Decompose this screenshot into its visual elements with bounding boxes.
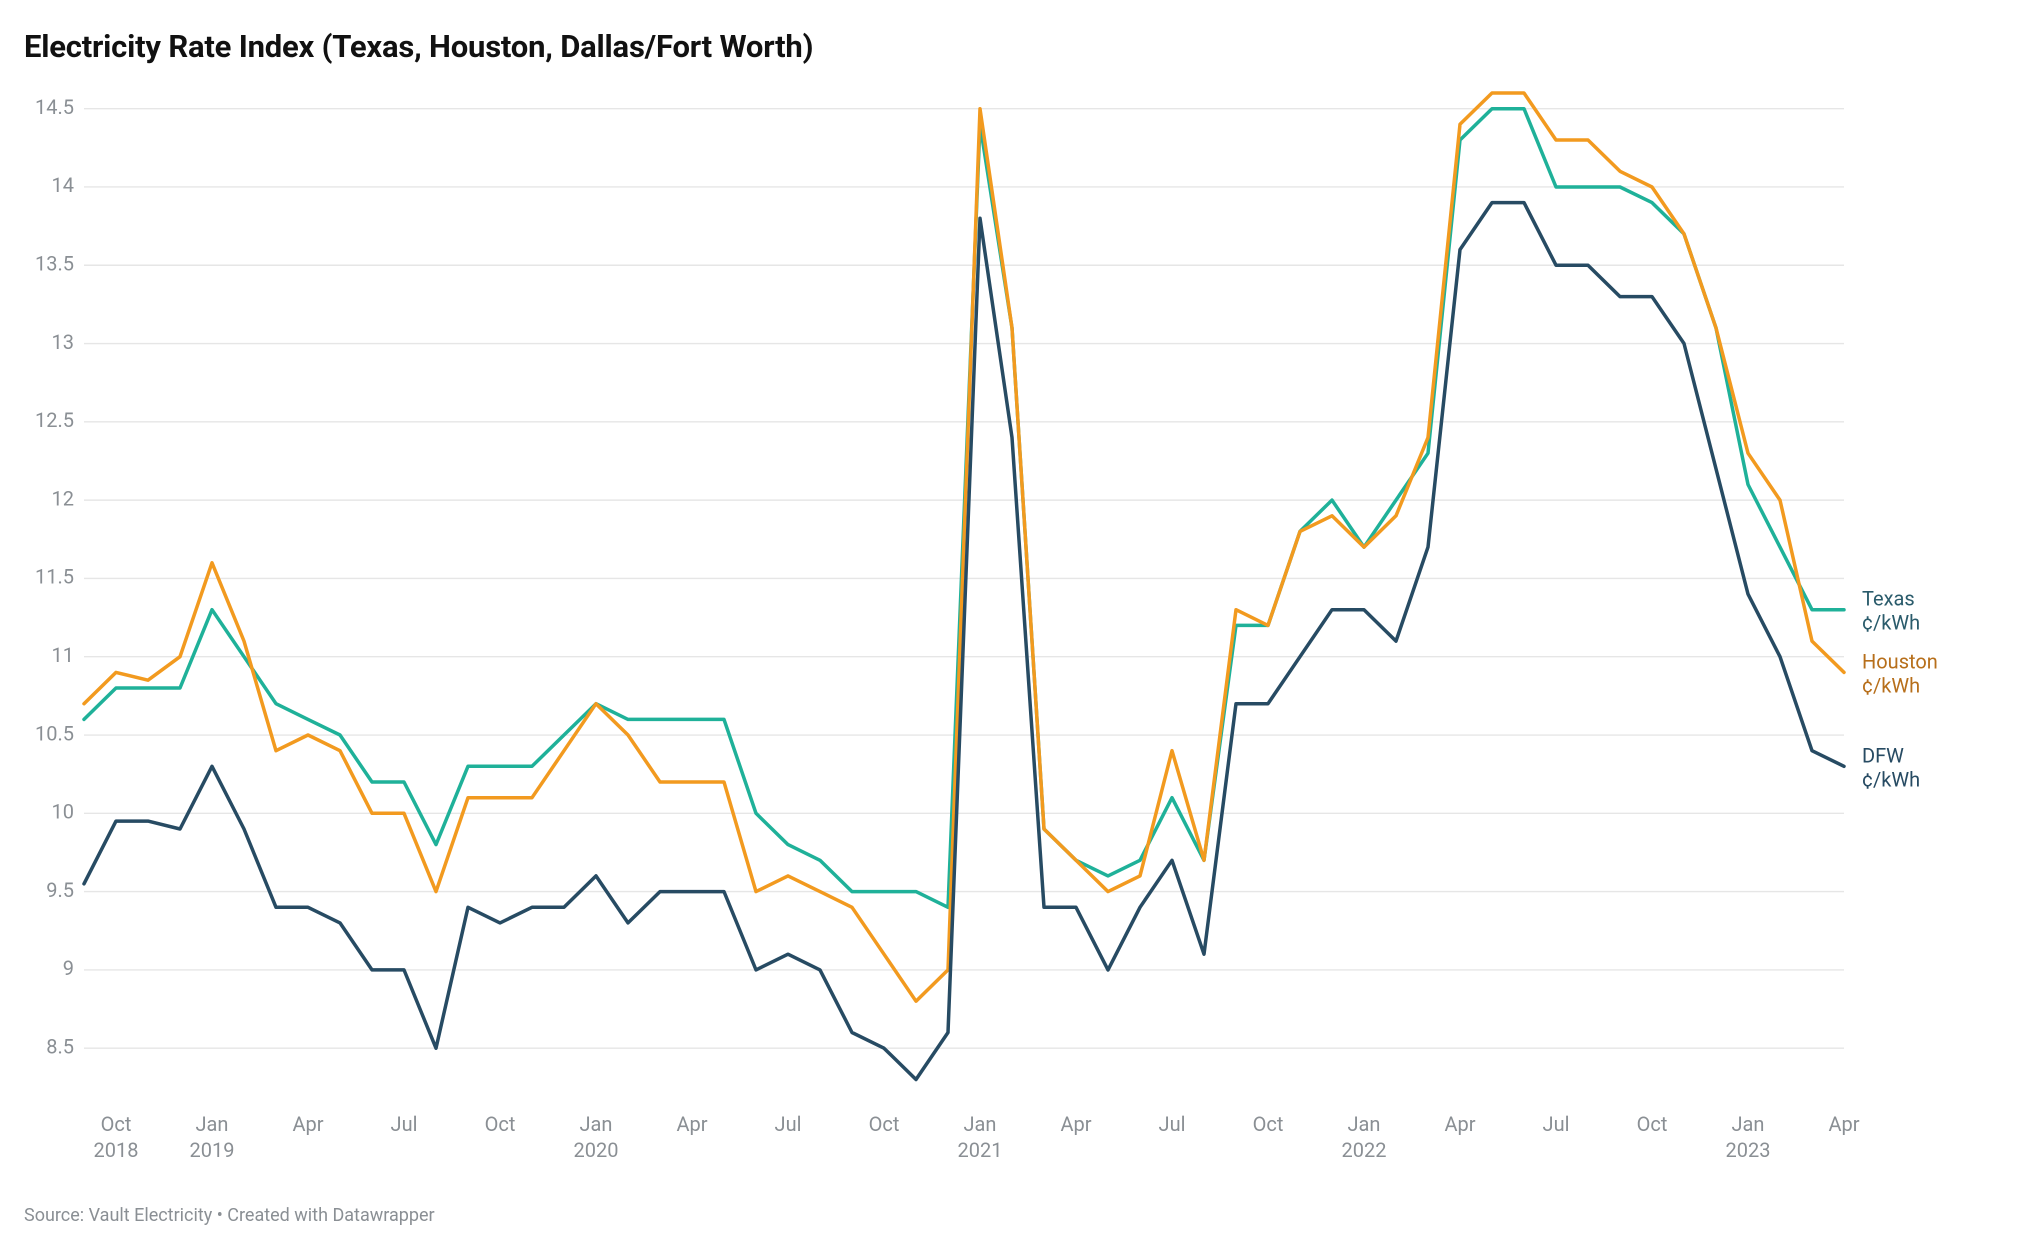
chart-area: 8.5 9 9.5 10 10.5 11 11.5 12 12.5 13 13.5 14 14.5 Oct…: [24, 83, 2020, 1193]
y-tick-label: 10: [52, 800, 74, 824]
svg-text:Oct: Oct: [101, 1112, 132, 1136]
svg-text:¢/kWh: ¢/kWh: [1862, 611, 1920, 635]
chart-title: Electricity Rate Index (Texas, Houston, …: [24, 28, 2020, 65]
svg-text:Texas: Texas: [1862, 587, 1915, 611]
x-tick-label: Apr: [292, 1112, 323, 1136]
y-tick-label: 12: [52, 486, 74, 510]
y-tick-label: 9.5: [46, 878, 74, 902]
x-tick-label: Jul: [391, 1112, 418, 1136]
svg-text:2020: 2020: [574, 1138, 619, 1162]
x-tick-label: Apr: [1060, 1112, 1091, 1136]
svg-text:Apr: Apr: [676, 1112, 707, 1136]
svg-text:Jul: Jul: [775, 1112, 802, 1136]
svg-text:Apr: Apr: [1060, 1112, 1091, 1136]
svg-text:Apr: Apr: [1444, 1112, 1475, 1136]
svg-text:2018: 2018: [94, 1138, 139, 1162]
svg-text:Jul: Jul: [391, 1112, 418, 1136]
x-tick-label: Jul: [1543, 1112, 1570, 1136]
svg-text:Apr: Apr: [292, 1112, 323, 1136]
x-tick-label: Jul: [1159, 1112, 1186, 1136]
chart-footer: Source: Vault Electricity • Created with…: [24, 1205, 2020, 1226]
svg-text:¢/kWh: ¢/kWh: [1862, 767, 1920, 791]
y-tick-label: 11: [52, 643, 74, 667]
svg-text:2021: 2021: [958, 1138, 1003, 1162]
svg-text:Oct: Oct: [485, 1112, 516, 1136]
svg-text:Jan: Jan: [580, 1112, 613, 1136]
svg-text:Houston: Houston: [1862, 649, 1938, 673]
svg-text:Oct: Oct: [1253, 1112, 1284, 1136]
svg-text:Oct: Oct: [1637, 1112, 1668, 1136]
svg-text:Jul: Jul: [1159, 1112, 1186, 1136]
series-label-texas: Texas¢/kWh: [1862, 587, 1920, 635]
y-tick-label: 9: [63, 956, 74, 980]
y-tick-label: 14: [52, 173, 74, 197]
svg-text:DFW: DFW: [1862, 743, 1904, 767]
svg-text:Jan: Jan: [1348, 1112, 1381, 1136]
svg-text:Apr: Apr: [1828, 1112, 1859, 1136]
x-tick-label: Oct: [1253, 1112, 1284, 1136]
x-tick-label: Apr: [1828, 1112, 1859, 1136]
y-tick-label: 8.5: [46, 1034, 74, 1058]
y-tick-label: 13: [52, 330, 74, 354]
svg-text:2022: 2022: [1342, 1138, 1387, 1162]
svg-text:¢/kWh: ¢/kWh: [1862, 673, 1920, 697]
y-tick-label: 13.5: [35, 252, 74, 276]
svg-text:Jul: Jul: [1543, 1112, 1570, 1136]
svg-text:Jan: Jan: [196, 1112, 229, 1136]
svg-text:2023: 2023: [1726, 1138, 1771, 1162]
svg-text:Jan: Jan: [964, 1112, 997, 1136]
svg-text:Oct: Oct: [869, 1112, 900, 1136]
x-tick-label: Oct: [869, 1112, 900, 1136]
y-tick-label: 11.5: [35, 565, 74, 589]
svg-text:Jan: Jan: [1732, 1112, 1765, 1136]
x-tick-label: Apr: [676, 1112, 707, 1136]
x-tick-label: Apr: [1444, 1112, 1475, 1136]
y-tick-label: 14.5: [35, 95, 74, 119]
line-chart-svg: 8.5 9 9.5 10 10.5 11 11.5 12 12.5 13 13.5 14 14.5 Oct…: [24, 83, 2020, 1193]
svg-text:2019: 2019: [190, 1138, 235, 1162]
y-tick-label: 12.5: [35, 408, 74, 432]
x-tick-label: Jul: [775, 1112, 802, 1136]
x-tick-label: Oct: [1637, 1112, 1668, 1136]
y-tick-label: 10.5: [35, 721, 74, 745]
x-tick-label: Oct: [485, 1112, 516, 1136]
